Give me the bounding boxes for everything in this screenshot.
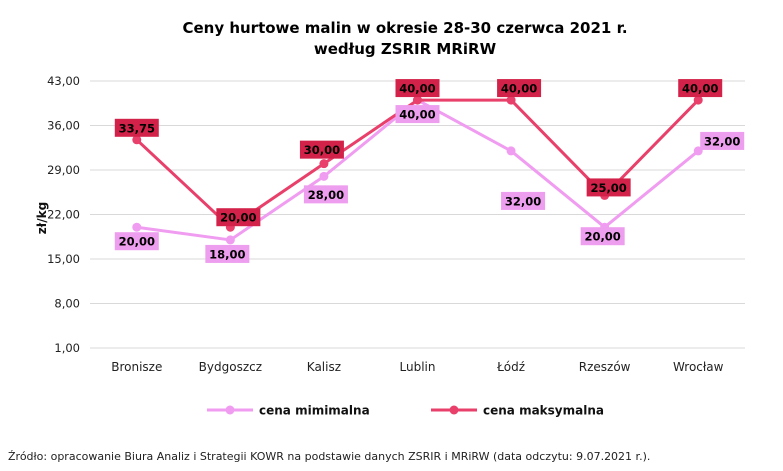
data-point <box>319 159 329 169</box>
x-tick-label: Kalisz <box>307 360 341 374</box>
data-label-box <box>299 140 344 159</box>
data-point <box>225 235 235 245</box>
data-label-box <box>303 185 348 204</box>
data-label: 32,00 <box>505 194 541 208</box>
legend-label: cena mimimalna <box>259 404 370 418</box>
data-label-box <box>395 79 440 98</box>
x-tick-label: Bydgoszcz <box>199 360 262 374</box>
y-axis-label: zł/kg <box>35 202 49 234</box>
data-label-box <box>586 178 631 197</box>
data-label: 40,00 <box>682 82 718 96</box>
data-label-box <box>678 79 723 98</box>
data-label-box <box>395 105 440 124</box>
data-point <box>506 146 516 156</box>
data-label: 20,00 <box>584 230 620 244</box>
y-tick-label: 29,00 <box>47 163 80 177</box>
data-label-box <box>114 118 159 137</box>
data-label-box <box>216 208 261 227</box>
data-label: 40,00 <box>501 82 537 96</box>
legend-swatch-marker <box>449 405 459 415</box>
chart-subtitle: według ZSRIR MRiRW <box>314 40 497 58</box>
data-label: 20,00 <box>220 211 256 225</box>
data-label: 18,00 <box>209 247 245 261</box>
data-label: 25,00 <box>590 181 626 195</box>
data-label: 32,00 <box>704 134 740 148</box>
data-point <box>506 95 516 105</box>
y-tick-label: 43,00 <box>47 74 80 88</box>
chart-title: Ceny hurtowe malin w okresie 28-30 czerw… <box>182 19 627 37</box>
data-label: 20,00 <box>119 235 155 249</box>
data-label-box <box>497 79 542 98</box>
y-tick-label: 15,00 <box>47 252 80 266</box>
data-label-box <box>501 191 546 210</box>
x-tick-label: Łódź <box>496 360 525 374</box>
data-label: 40,00 <box>399 82 435 96</box>
data-label-box <box>580 227 625 246</box>
data-point <box>132 222 142 232</box>
data-label: 33,75 <box>119 121 155 135</box>
y-tick-label: 8,00 <box>54 297 80 311</box>
data-label-box <box>700 131 745 150</box>
y-axis-ticks: 43,00 36,00 29,00 22,00 15,00 8,00 1,00 <box>47 74 80 355</box>
data-label-box <box>205 244 250 263</box>
x-tick-label: Lublin <box>400 360 436 374</box>
x-tick-label: Rzeszów <box>579 360 631 374</box>
x-tick-label: Wrocław <box>673 360 724 374</box>
y-tick-label: 22,00 <box>47 208 80 222</box>
data-point <box>319 171 329 181</box>
x-tick-label: Bronisze <box>111 360 162 374</box>
data-point <box>693 95 703 105</box>
source-note: Źródło: opracowanie Biura Analiz i Strat… <box>8 450 650 463</box>
data-label-box <box>114 232 159 251</box>
data-label: 40,00 <box>399 108 435 122</box>
legend-swatch-marker <box>225 405 235 415</box>
data-labels-layer: 20,00 18,00 28,00 40,00 32,00 20,00 32,00 33,75… <box>114 79 745 263</box>
x-axis-ticks: Bronisze Bydgoszcz Kalisz Lublin Łódź Rzeszów… <box>111 360 723 374</box>
y-tick-label: 36,00 <box>47 119 80 133</box>
data-point <box>132 135 142 145</box>
data-point <box>413 95 422 105</box>
data-label: 30,00 <box>304 143 340 157</box>
y-tick-label: 1,00 <box>54 341 80 355</box>
legend-label: cena maksymalna <box>483 404 604 418</box>
legend: cena mimimalna cena maksymalna <box>207 404 604 418</box>
data-label: 28,00 <box>308 188 344 202</box>
